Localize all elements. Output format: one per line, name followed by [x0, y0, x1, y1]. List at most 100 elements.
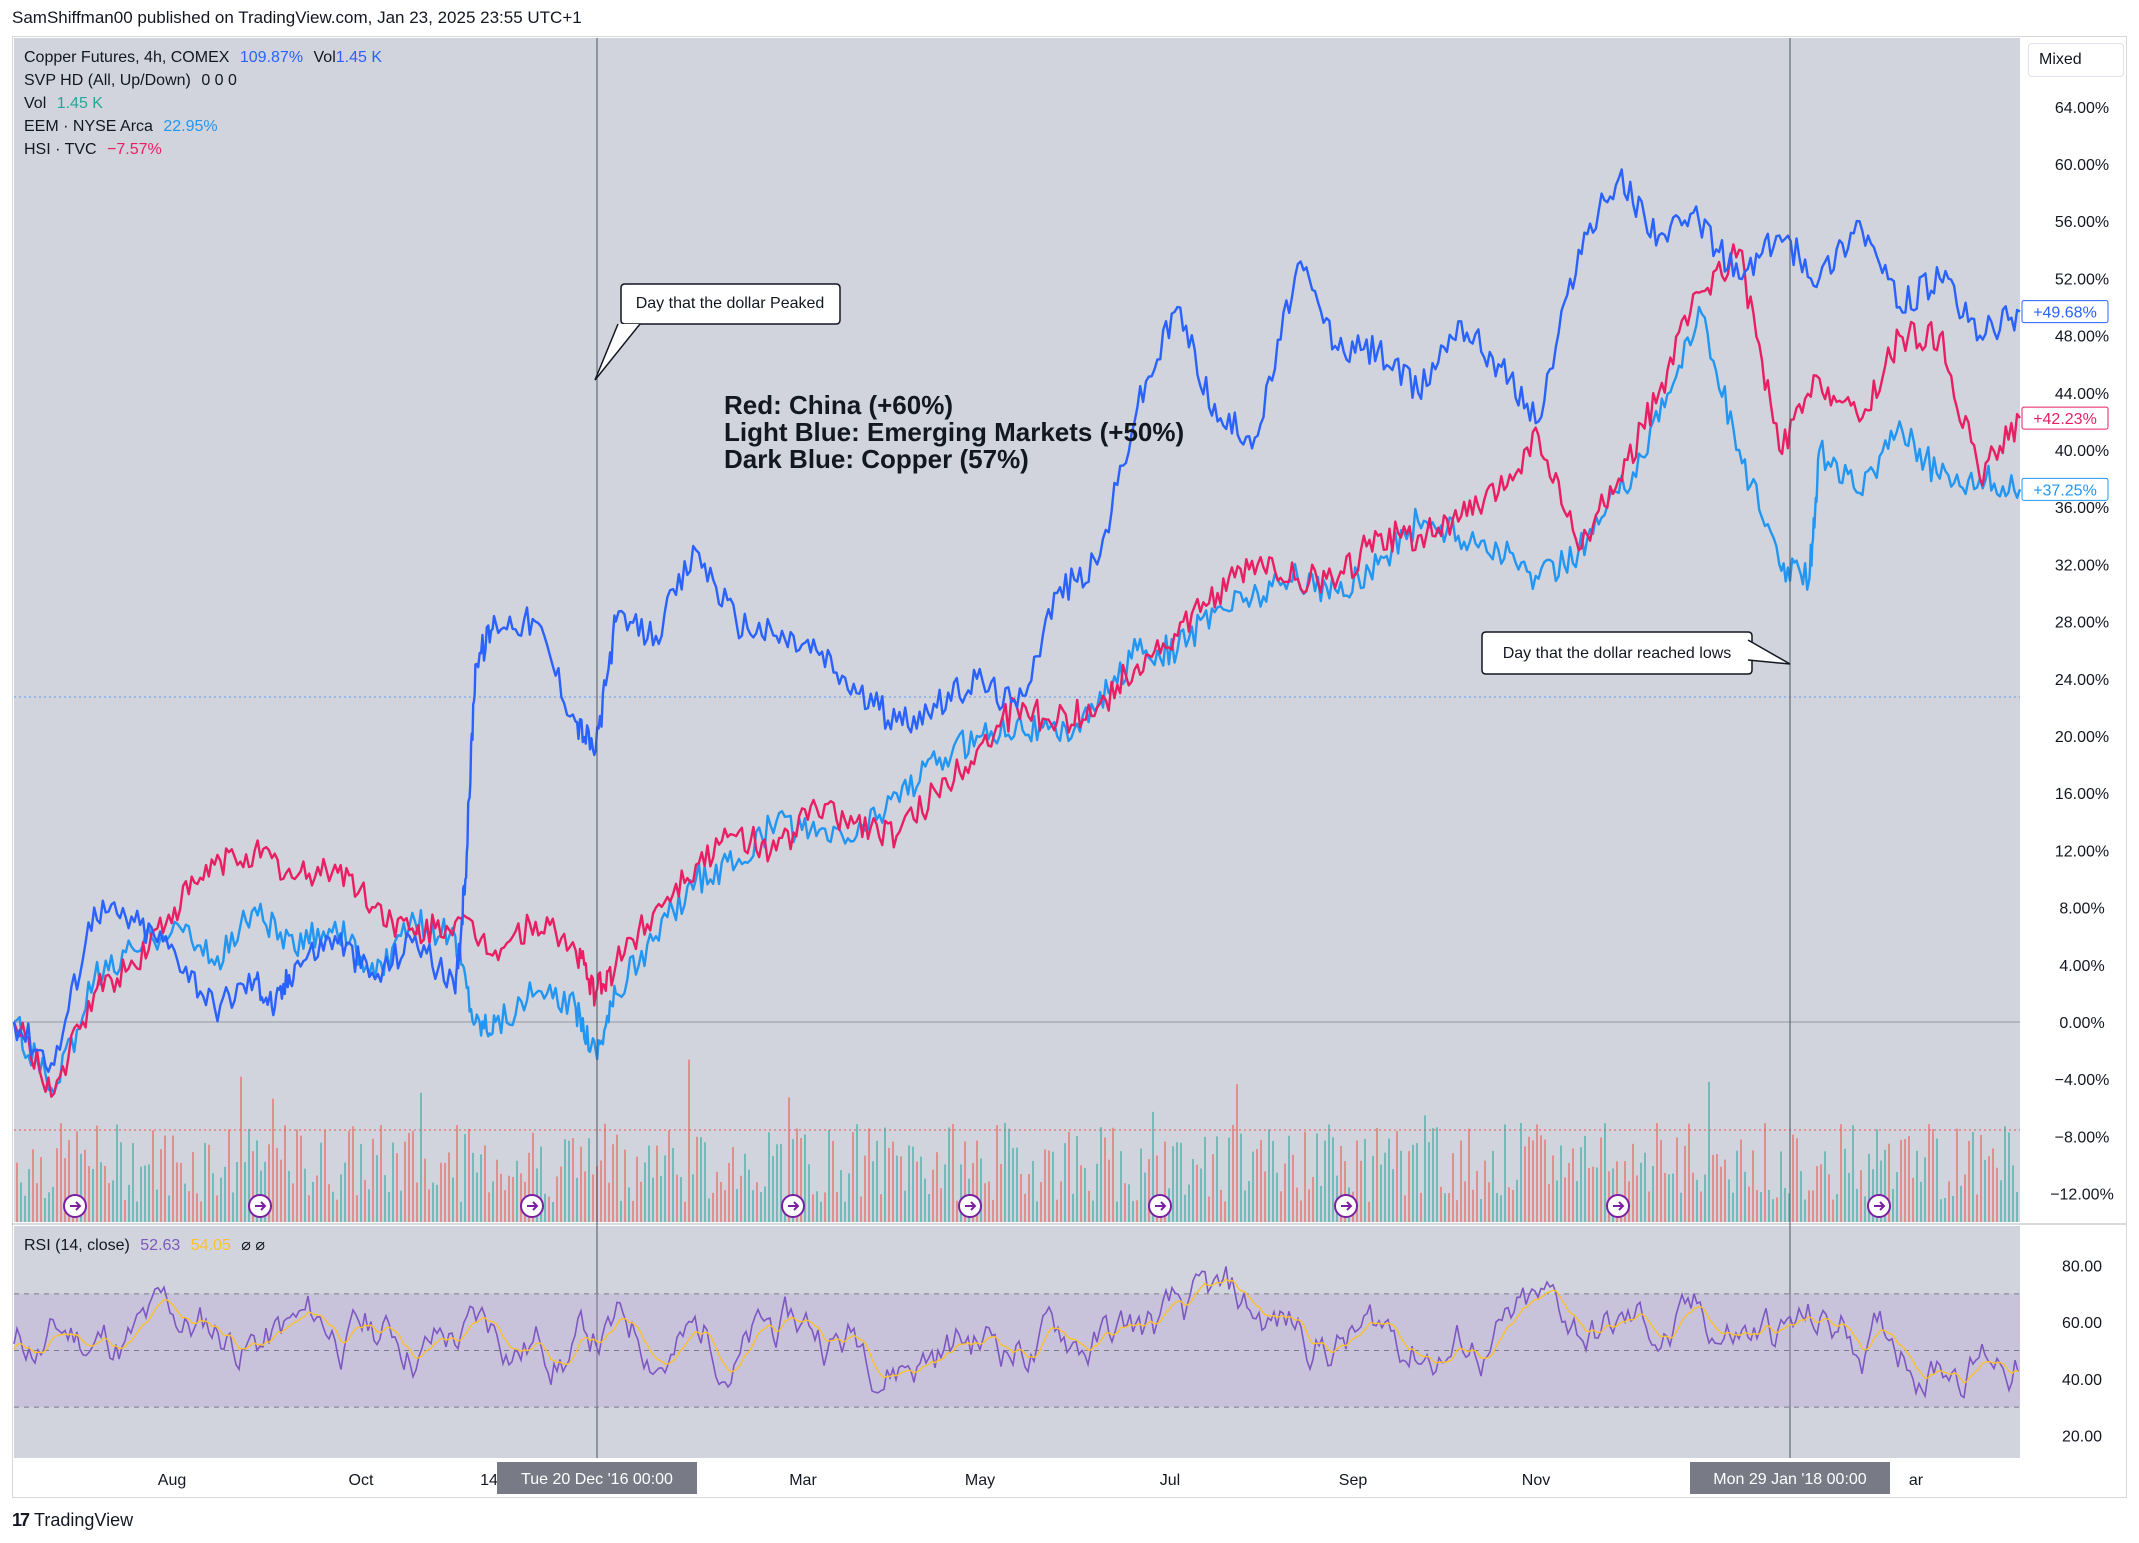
volume-bar	[852, 1132, 854, 1222]
volume-bar	[908, 1145, 910, 1222]
volume-bar	[1776, 1197, 1778, 1222]
rsi-legend[interactable]: RSI (14, close) 52.63 54.05 ⌀ ⌀	[24, 1235, 265, 1255]
volume-bar	[720, 1181, 722, 1222]
legend-vol[interactable]: Vol 1.45 K	[24, 92, 382, 115]
volume-bar	[212, 1173, 214, 1222]
rsi-y-tick-label: 40.00	[2062, 1372, 2102, 1389]
volume-bar	[136, 1201, 138, 1222]
volume-bar	[1592, 1166, 1594, 1222]
volume-bar	[520, 1173, 522, 1222]
volume-bar	[300, 1135, 302, 1222]
callout-lows-text: Day that the dollar reached lows	[1503, 645, 1732, 662]
legend-eem[interactable]: EEM · NYSE Arca 22.95%	[24, 115, 382, 138]
volume-bar	[2004, 1126, 2006, 1222]
volume-bar	[1484, 1160, 1486, 1222]
volume-bar	[1468, 1128, 1470, 1222]
volume-bar	[712, 1192, 714, 1222]
volume-bar	[1308, 1189, 1310, 1222]
volume-bar	[1156, 1155, 1158, 1222]
volume-bar	[1232, 1125, 1234, 1222]
volume-bar	[752, 1190, 754, 1222]
volume-bar	[36, 1183, 38, 1222]
volume-bar	[1220, 1189, 1222, 1222]
volume-bar	[1820, 1164, 1822, 1222]
volume-bar	[576, 1177, 578, 1222]
volume-bar	[1080, 1165, 1082, 1222]
volume-bar	[344, 1162, 346, 1222]
volume-bar	[356, 1195, 358, 1222]
series-line-china	[12, 243, 2021, 1098]
rsi-y-tick-label: 20.00	[2062, 1428, 2102, 1445]
volume-bar	[944, 1164, 946, 1222]
volume-bar	[1200, 1168, 1202, 1222]
legend-vol-value: 1.45 K	[56, 95, 103, 112]
volume-bar	[868, 1128, 870, 1222]
volume-bar	[1720, 1166, 1722, 1222]
volume-bar	[556, 1176, 558, 1222]
volume-bar	[704, 1142, 706, 1222]
volume-bar	[772, 1155, 774, 1222]
volume-bar	[1300, 1200, 1302, 1222]
volume-bar	[436, 1184, 438, 1222]
volume-bar	[1780, 1151, 1782, 1222]
volume-bar	[988, 1181, 990, 1222]
volume-bar	[1768, 1189, 1770, 1222]
volume-bar	[964, 1141, 966, 1222]
volume-bar	[1084, 1167, 1086, 1222]
volume-bar	[40, 1157, 42, 1222]
volume-bar	[292, 1183, 294, 1222]
volume-bar	[480, 1154, 482, 1222]
volume-bar	[1552, 1155, 1554, 1222]
event-arrow-icon	[1613, 1201, 1625, 1211]
volume-bar	[716, 1171, 718, 1222]
legend-hsi[interactable]: HSI · TVC −7.57%	[24, 138, 382, 161]
volume-bar	[2008, 1132, 2010, 1222]
volume-bar	[1376, 1127, 1378, 1222]
volume-bar	[196, 1193, 198, 1222]
volume-bar	[1544, 1139, 1546, 1222]
volume-bar	[1684, 1145, 1686, 1222]
price-label-box	[2021, 300, 2109, 324]
y-tick-label: 24.00%	[2055, 672, 2109, 689]
volume-bar	[1488, 1182, 1490, 1222]
volume-bar	[572, 1138, 574, 1222]
volume-bar	[172, 1135, 174, 1222]
volume-bar	[1384, 1152, 1386, 1222]
volume-bar	[124, 1200, 126, 1222]
volume-bar	[1076, 1136, 1078, 1222]
scale-mode-button[interactable]: Mixed	[2028, 43, 2124, 77]
volume-bar	[120, 1142, 122, 1222]
volume-bar	[860, 1196, 862, 1222]
volume-bar	[628, 1187, 630, 1222]
volume-bar	[1848, 1172, 1850, 1222]
volume-bar	[284, 1125, 286, 1222]
volume-bar	[1088, 1190, 1090, 1222]
volume-bar	[1668, 1174, 1670, 1222]
volume-bar	[1036, 1201, 1038, 1222]
volume-bar	[1800, 1171, 1802, 1222]
volume-bar	[80, 1153, 82, 1222]
volume-bar	[1700, 1191, 1702, 1222]
volume-bar	[1856, 1188, 1858, 1222]
volume-bar	[608, 1182, 610, 1222]
volume-bar	[1912, 1177, 1914, 1222]
volume-bar	[504, 1190, 506, 1222]
volume-bar	[1744, 1171, 1746, 1222]
legend-copper[interactable]: Copper Futures, 4h, COMEX 109.87% Vol1.4…	[24, 46, 382, 69]
volume-bar	[836, 1192, 838, 1222]
legend-svp[interactable]: SVP HD (All, Up/Down) 0 0 0	[24, 69, 382, 92]
y-tick-label: 48.00%	[2055, 329, 2109, 346]
volume-bar	[648, 1145, 650, 1222]
event-arrow-icon	[1155, 1201, 1167, 1211]
volume-bar	[672, 1148, 674, 1222]
volume-bar	[1676, 1137, 1678, 1222]
volume-bar	[144, 1165, 146, 1222]
volume-bar	[32, 1149, 34, 1222]
rsi-visibility-icons[interactable]: ⌀ ⌀	[241, 1237, 265, 1254]
volume-bar	[1528, 1136, 1530, 1222]
x-tick-label: Mar	[789, 1472, 817, 1489]
y-tick-label: 12.00%	[2055, 843, 2109, 860]
legend-eem-value: 22.95%	[163, 118, 218, 135]
volume-bar	[708, 1198, 710, 1222]
